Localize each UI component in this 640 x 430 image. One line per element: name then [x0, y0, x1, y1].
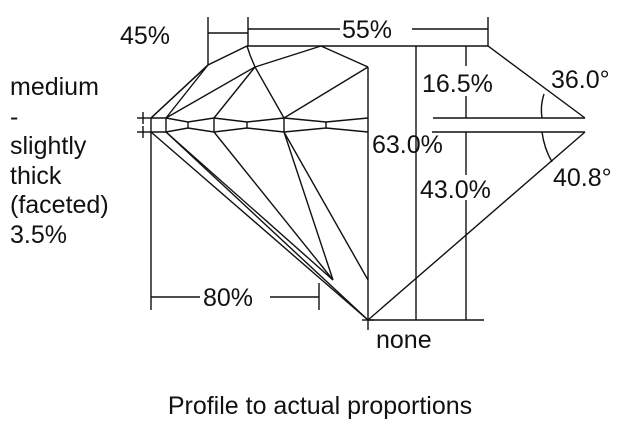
crown-height-label: 16.5% [422, 70, 493, 98]
pavilion-outline [150, 67, 586, 330]
girdle-label-line-3: slightly [10, 132, 87, 160]
culet-label: none [376, 326, 432, 354]
caption: Profile to actual proportions [168, 392, 472, 420]
girdle-label-line-5: (faceted) [10, 191, 109, 219]
pavilion-depth-label: 43.0% [420, 176, 491, 204]
girdle [137, 112, 369, 138]
table-label: 55% [342, 16, 392, 44]
crown-outline [150, 45, 586, 119]
girdle-label-line-6: 3.5% [10, 221, 67, 249]
total-depth-label: 63.0% [372, 131, 443, 159]
girdle-label-line-4: thick [10, 162, 62, 190]
dimension-lines [150, 17, 585, 321]
girdle-label-line-1: medium [10, 73, 99, 101]
pavilion-angle-label: 40.8° [553, 164, 612, 192]
star-length-label: 80% [203, 284, 253, 312]
crown-angle-label: 36.0° [551, 66, 610, 94]
lower-half-length-label: 45% [120, 22, 170, 50]
girdle-label-line-2: - [10, 103, 18, 131]
